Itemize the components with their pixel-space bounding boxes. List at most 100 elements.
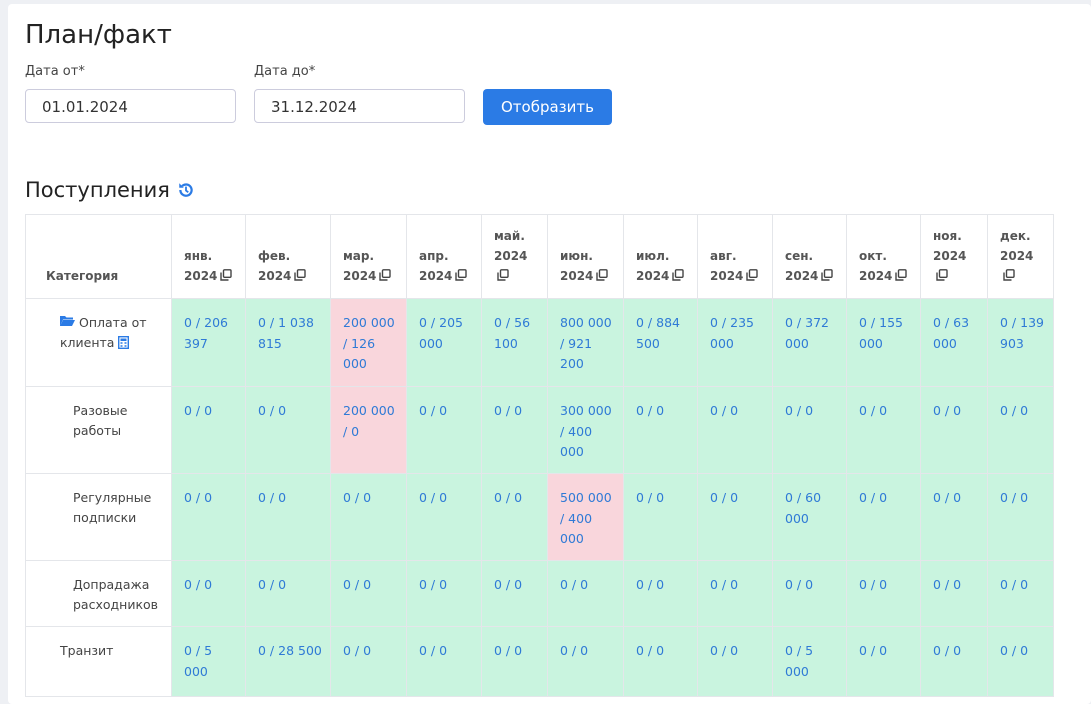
value-cell: 0 / 0 xyxy=(406,473,482,561)
month-label: июн. 2024 xyxy=(560,249,594,283)
value-cell: 200 000 / 126 000 xyxy=(330,298,407,387)
value-cell: 0 / 0 xyxy=(623,386,698,474)
month-header: ноя. 2024 xyxy=(920,214,988,299)
month-header: окт. 2024 xyxy=(846,214,921,299)
month-label: сен. 2024 xyxy=(785,249,819,283)
month-header: дек. 2024 xyxy=(987,214,1054,299)
value-cell: 0 / 5 000 xyxy=(171,626,246,697)
value-cell: 0 / 0 xyxy=(772,386,847,474)
to-input[interactable]: 31.12.2024 xyxy=(254,89,465,123)
copy-icon[interactable] xyxy=(220,269,233,281)
value-cell: 0 / 60 000 xyxy=(772,473,847,561)
value-cell: 0 / 0 xyxy=(406,560,482,627)
history-icon[interactable] xyxy=(177,181,195,199)
to-label: Дата до* xyxy=(254,64,316,79)
section-title-text: Поступления xyxy=(25,178,170,202)
page-title: План/факт xyxy=(25,20,172,50)
value-cell: 0 / 205 000 xyxy=(406,298,482,387)
value-cell: 0 / 0 xyxy=(623,560,698,627)
header-row: Категория янв. 2024 фев. 2024 мар. 2024 апр.… xyxy=(25,214,1054,299)
copy-icon[interactable] xyxy=(936,269,948,281)
value-cell: 0 / 155 000 xyxy=(846,298,921,387)
month-label: апр. 2024 xyxy=(419,249,453,283)
month-label: янв. 2024 xyxy=(184,249,218,283)
value-cell: 0 / 0 xyxy=(987,473,1054,561)
category-cell: Оплата от клиента xyxy=(25,298,172,387)
value-cell: 0 / 0 xyxy=(987,626,1054,697)
value-cell: 0 / 884 500 xyxy=(623,298,698,387)
copy-icon[interactable] xyxy=(672,269,685,281)
copy-icon[interactable] xyxy=(497,269,509,281)
copy-icon[interactable] xyxy=(1003,269,1015,281)
value-cell: 0 / 63 000 xyxy=(920,298,988,387)
month-header: июн. 2024 xyxy=(547,214,624,299)
value-cell: 0 / 0 xyxy=(846,473,921,561)
month-header: янв. 2024 xyxy=(171,214,246,299)
value-cell: 0 / 0 xyxy=(987,386,1054,474)
plan-fact-table: Категория янв. 2024 фев. 2024 мар. 2024 апр.… xyxy=(25,214,1054,697)
month-header: мар. 2024 xyxy=(330,214,407,299)
month-label: мар. 2024 xyxy=(343,249,377,283)
copy-icon[interactable] xyxy=(455,269,468,281)
value-cell: 0 / 0 xyxy=(920,386,988,474)
value-cell: 0 / 0 xyxy=(772,560,847,627)
value-cell: 0 / 0 xyxy=(330,626,407,697)
category-label: Транзит xyxy=(60,643,114,658)
value-cell: 0 / 139 903 xyxy=(987,298,1054,387)
card: План/факт Дата от* Дата до* 01.01.2024 3… xyxy=(8,4,1091,704)
category-label: Регулярные подписки xyxy=(73,490,152,525)
category-cell: Допрадажа расходников xyxy=(25,560,172,627)
month-header: май. 2024 xyxy=(481,214,548,299)
month-header: июл. 2024 xyxy=(623,214,698,299)
value-cell: 0 / 206 397 xyxy=(171,298,246,387)
copy-icon[interactable] xyxy=(746,269,759,281)
value-cell: 0 / 0 xyxy=(330,473,407,561)
value-cell: 0 / 0 xyxy=(245,560,331,627)
value-cell: 0 / 0 xyxy=(406,386,482,474)
month-label: июл. 2024 xyxy=(636,249,670,283)
category-cell: Регулярные подписки xyxy=(25,473,172,561)
month-label: авг. 2024 xyxy=(710,249,744,283)
folder-icon xyxy=(60,316,75,326)
value-cell: 0 / 0 xyxy=(846,386,921,474)
value-cell: 0 / 0 xyxy=(846,626,921,697)
copy-icon[interactable] xyxy=(821,269,834,281)
value-cell: 0 / 0 xyxy=(697,473,773,561)
data-row: Оплата от клиента 0 / 206 397 0 / 1 038 81… xyxy=(25,298,1054,387)
value-cell: 0 / 0 xyxy=(623,473,698,561)
calc-icon[interactable] xyxy=(118,335,130,350)
copy-icon[interactable] xyxy=(294,269,307,281)
month-label: ноя. 2024 xyxy=(933,229,967,263)
month-label: фев. 2024 xyxy=(258,249,292,283)
category-cell: Транзит xyxy=(25,626,172,697)
value-cell: 0 / 0 xyxy=(920,626,988,697)
value-cell: 300 000 / 400 000 xyxy=(547,386,624,474)
month-label: май. 2024 xyxy=(494,229,528,263)
value-cell: 200 000 / 0 xyxy=(330,386,407,474)
from-label: Дата от* xyxy=(25,64,85,79)
value-cell: 0 / 1 038 815 xyxy=(245,298,331,387)
copy-icon[interactable] xyxy=(895,269,908,281)
section-title: Поступления xyxy=(25,178,195,202)
copy-icon[interactable] xyxy=(596,269,609,281)
value-cell: 0 / 0 xyxy=(547,560,624,627)
from-input[interactable]: 01.01.2024 xyxy=(25,89,236,123)
month-label: окт. 2024 xyxy=(859,249,893,283)
value-cell: 0 / 0 xyxy=(846,560,921,627)
month-label: дек. 2024 xyxy=(1000,229,1034,263)
value-cell: 0 / 0 xyxy=(697,386,773,474)
show-button[interactable]: Отобразить xyxy=(483,89,612,125)
value-cell: 0 / 0 xyxy=(245,386,331,474)
value-cell: 0 / 0 xyxy=(171,386,246,474)
value-cell: 0 / 0 xyxy=(920,560,988,627)
category-cell: Разовые работы xyxy=(25,386,172,474)
value-cell: 0 / 0 xyxy=(547,626,624,697)
copy-icon[interactable] xyxy=(379,269,392,281)
category-label: Допрадажа расходников xyxy=(73,577,159,612)
category-label: Разовые работы xyxy=(73,403,128,438)
